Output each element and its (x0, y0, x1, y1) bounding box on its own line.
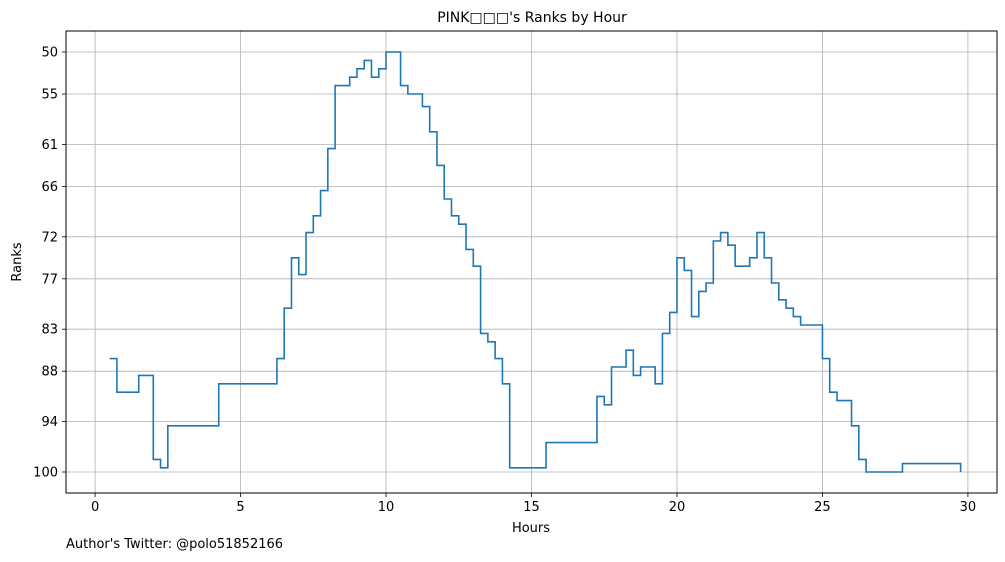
y-tick-label: 94 (41, 415, 58, 430)
chart-title: PINK□□□'s Ranks by Hour (437, 10, 627, 26)
plot-frame (65, 30, 998, 494)
author-credit: Author's Twitter: @polo51852166 (66, 537, 284, 552)
y-tick-label: 72 (41, 230, 58, 245)
y-tick-label: 100 (33, 466, 58, 481)
y-tick-label: 83 (41, 323, 58, 338)
y-tick-label: 88 (41, 365, 58, 380)
x-tick-label: 10 (378, 500, 395, 515)
y-tick-label: 50 (41, 46, 58, 61)
axis-ticks: 0 5 10 15 20 25 30 50 55 61 66 72 77 83 88 94 100 (33, 46, 976, 516)
x-tick-label: 5 (236, 500, 244, 515)
grid-lines (66, 31, 997, 493)
x-tick-label: 30 (960, 500, 977, 515)
x-axis-label: Hours (512, 521, 550, 536)
x-tick-label: 25 (814, 500, 831, 515)
y-tick-label: 66 (41, 180, 58, 195)
y-tick-label: 77 (41, 272, 58, 287)
x-tick-label: 20 (669, 500, 686, 515)
series-line (109, 51, 962, 473)
y-axis-label: Ranks (10, 242, 25, 281)
x-tick-label: 15 (523, 500, 540, 515)
y-tick-label: 61 (41, 138, 58, 153)
y-tick-label: 55 (41, 88, 58, 103)
x-tick-label: 0 (91, 500, 99, 515)
